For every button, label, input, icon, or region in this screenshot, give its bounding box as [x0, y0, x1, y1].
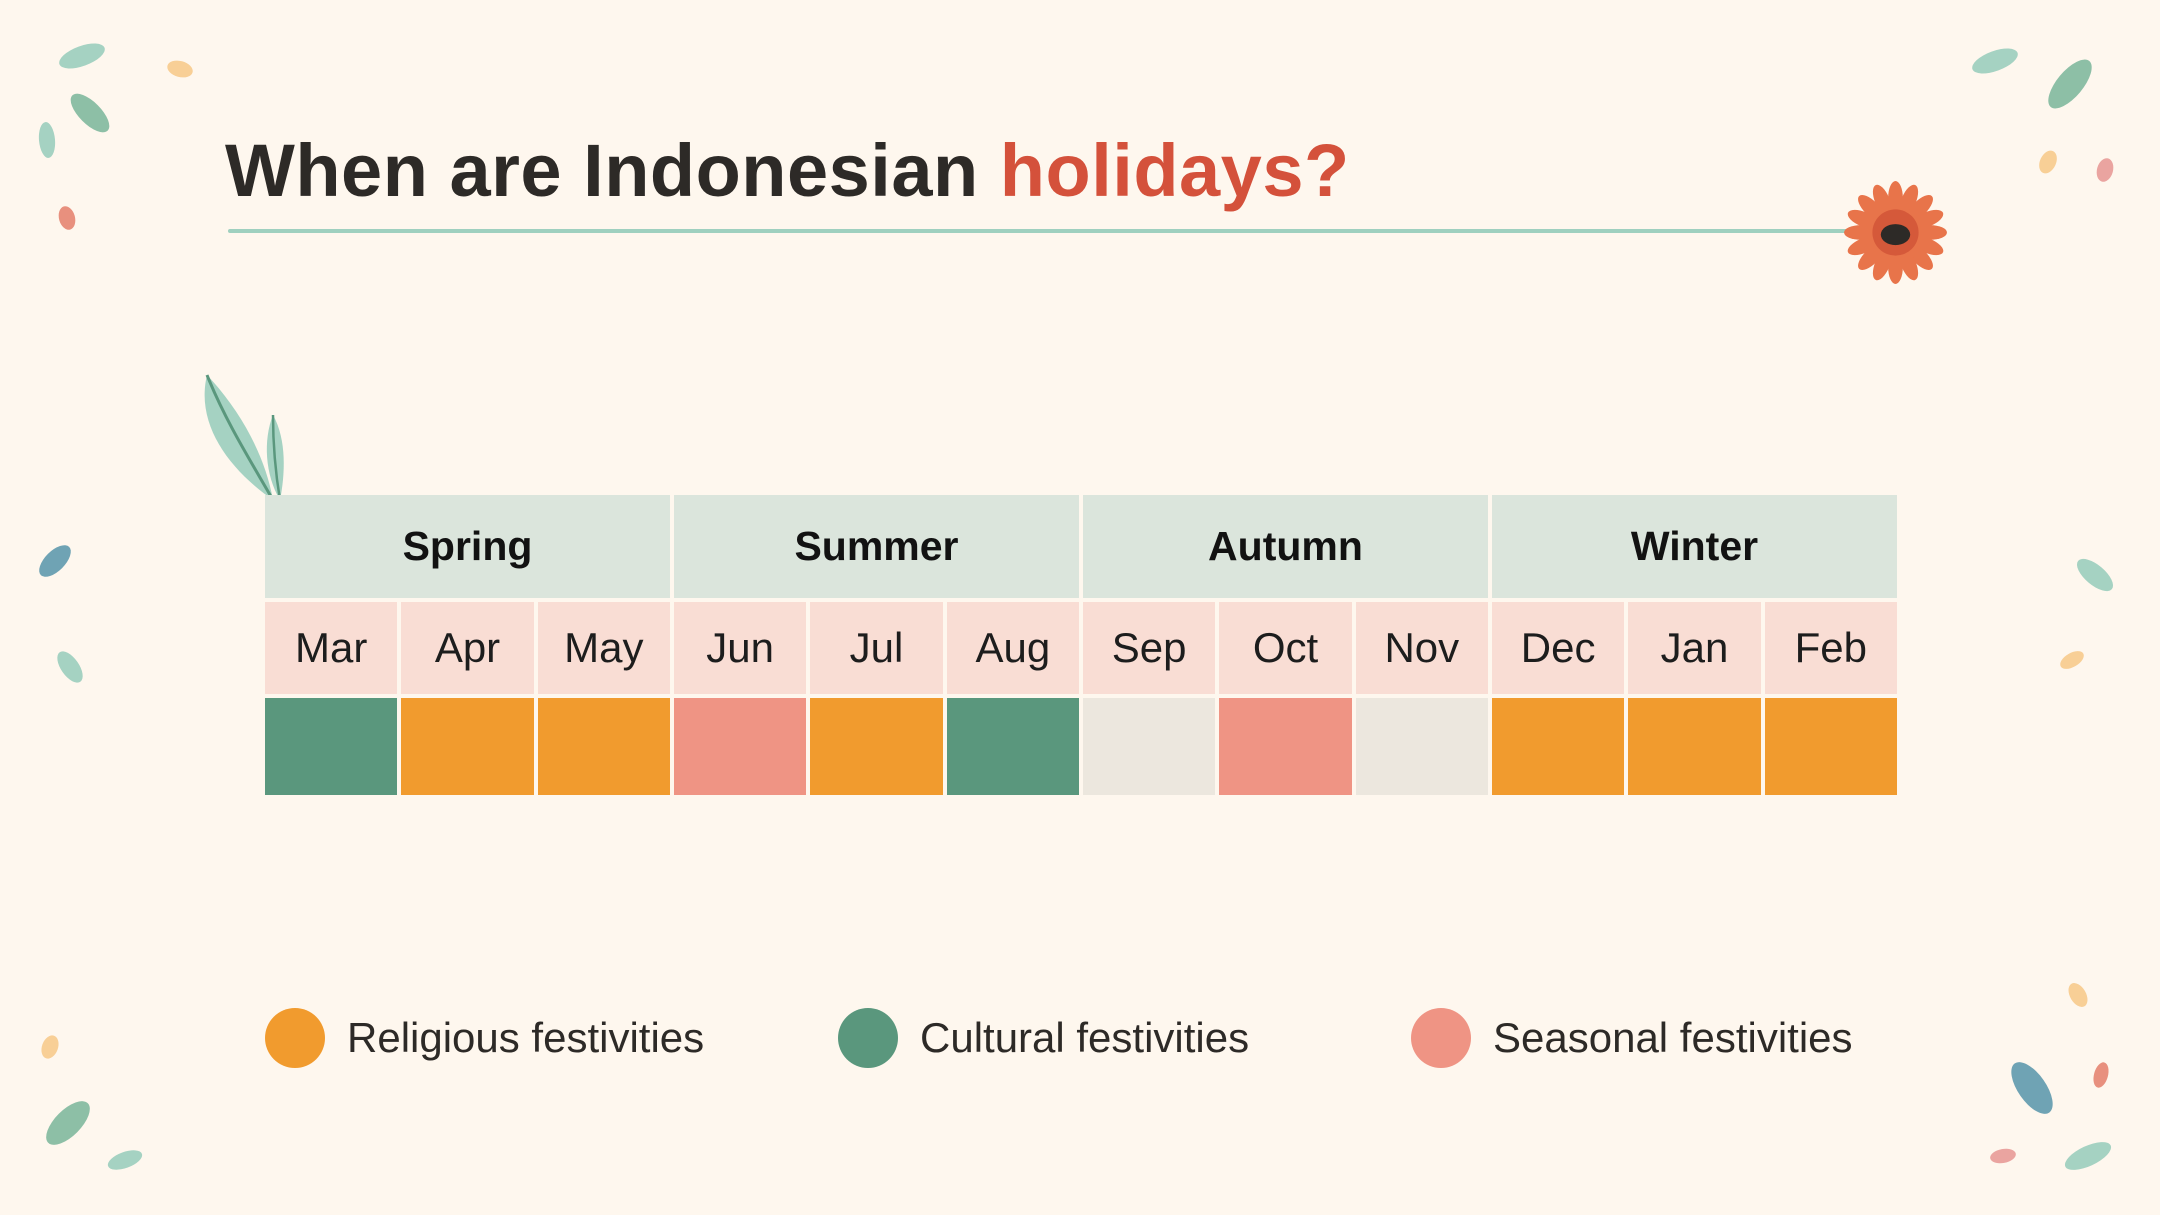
legend-dot-religious [265, 1008, 325, 1068]
holiday-cell-jul [810, 698, 943, 795]
holiday-cell-oct [1219, 698, 1352, 795]
month-jan: Jan [1628, 602, 1761, 694]
month-feb: Feb [1764, 602, 1897, 694]
month-aug: Aug [946, 602, 1079, 694]
holiday-cell-nov [1355, 698, 1488, 795]
month-nov: Nov [1355, 602, 1488, 694]
legend-dot-seasonal [1411, 1008, 1471, 1068]
legend-dot-cultural [838, 1008, 898, 1068]
season-summer: Summer [673, 495, 1079, 598]
season-spring: Spring [265, 495, 670, 598]
holiday-cell-jan [1628, 698, 1761, 795]
month-sep: Sep [1082, 602, 1216, 694]
holiday-cell-jun [673, 698, 807, 795]
month-apr: Apr [401, 602, 534, 694]
month-dec: Dec [1491, 602, 1625, 694]
legend-label-religious: Religious festivities [347, 1014, 705, 1061]
legend-seasonal: Seasonal festivities [1411, 1008, 1853, 1068]
legend-label-cultural: Cultural festivities [920, 1014, 1250, 1061]
month-oct: Oct [1219, 602, 1352, 694]
month-mar: Mar [265, 602, 398, 694]
holiday-cell-sep [1082, 698, 1216, 795]
month-jul: Jul [810, 602, 943, 694]
leaf-sprig-icon [204, 374, 284, 501]
holiday-cell-aug [946, 698, 1079, 795]
season-autumn: Autumn [1082, 495, 1488, 598]
month-jun: Jun [673, 602, 807, 694]
legend-cultural: Cultural festivities [838, 1008, 1249, 1068]
title-underline [228, 229, 1858, 233]
holiday-calendar-grid: Spring Summer Autumn Winter Mar Apr May … [265, 495, 1897, 795]
holiday-cell-apr [401, 698, 534, 795]
flower-icon [1844, 181, 1947, 284]
holiday-cell-may [537, 698, 670, 795]
holiday-cell-dec [1491, 698, 1625, 795]
title-accent: holidays? [999, 129, 1350, 212]
month-may: May [537, 602, 670, 694]
page-title: When are Indonesian holidays? [225, 129, 1350, 212]
season-winter: Winter [1491, 495, 1897, 598]
legend-label-seasonal: Seasonal festivities [1493, 1014, 1853, 1061]
holiday-cell-mar [265, 698, 398, 795]
holiday-cell-feb [1764, 698, 1897, 795]
legend-religious: Religious festivities [265, 1008, 704, 1068]
